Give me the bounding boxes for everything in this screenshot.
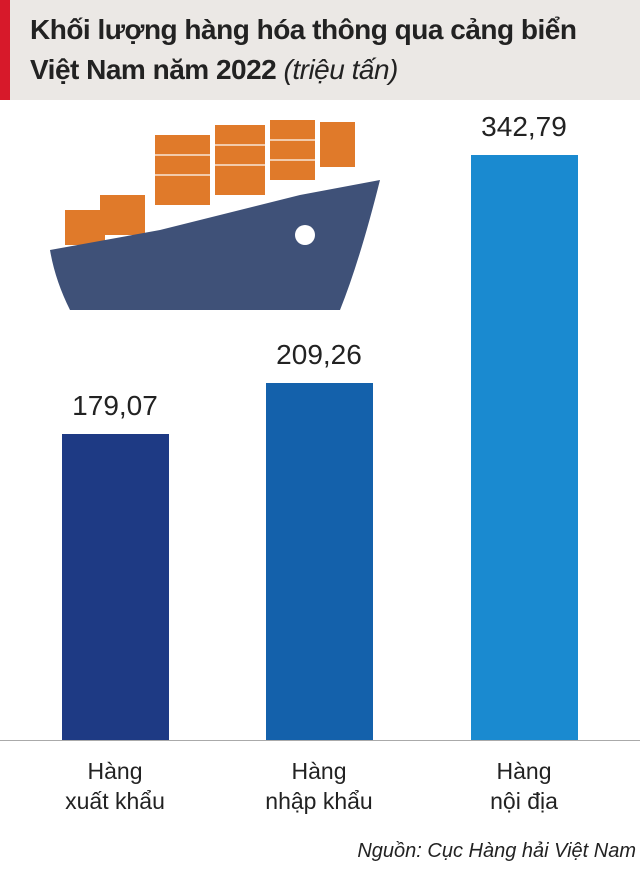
header: [0, 0, 640, 100]
source: Nguồn: Cục Hàng hải Việt Nam: [357, 840, 636, 862]
bar: [265, 382, 373, 740]
value-label: 179,07: [72, 390, 158, 422]
bar: [61, 434, 169, 740]
x-tick-label: Hàng xuất khẩu: [65, 758, 165, 814]
x-tick-label: Hàng nội địa: [490, 758, 558, 814]
chart-title-block: Khối lượng hàng hóa thông qua cảng biển …: [30, 10, 630, 90]
x-tick-label: Hàng nhập khẩu: [265, 758, 373, 814]
value-label: 209,26: [276, 338, 362, 370]
chart-title: Khối lượng hàng hóa thông qua cảng biển …: [30, 14, 577, 85]
bar: [470, 155, 578, 740]
baseline: [0, 740, 640, 741]
value-label: 342,79: [481, 111, 567, 142]
ship-icon: [50, 120, 380, 310]
accent-bar: [0, 0, 10, 100]
unit: (triệu tấn): [283, 54, 399, 85]
